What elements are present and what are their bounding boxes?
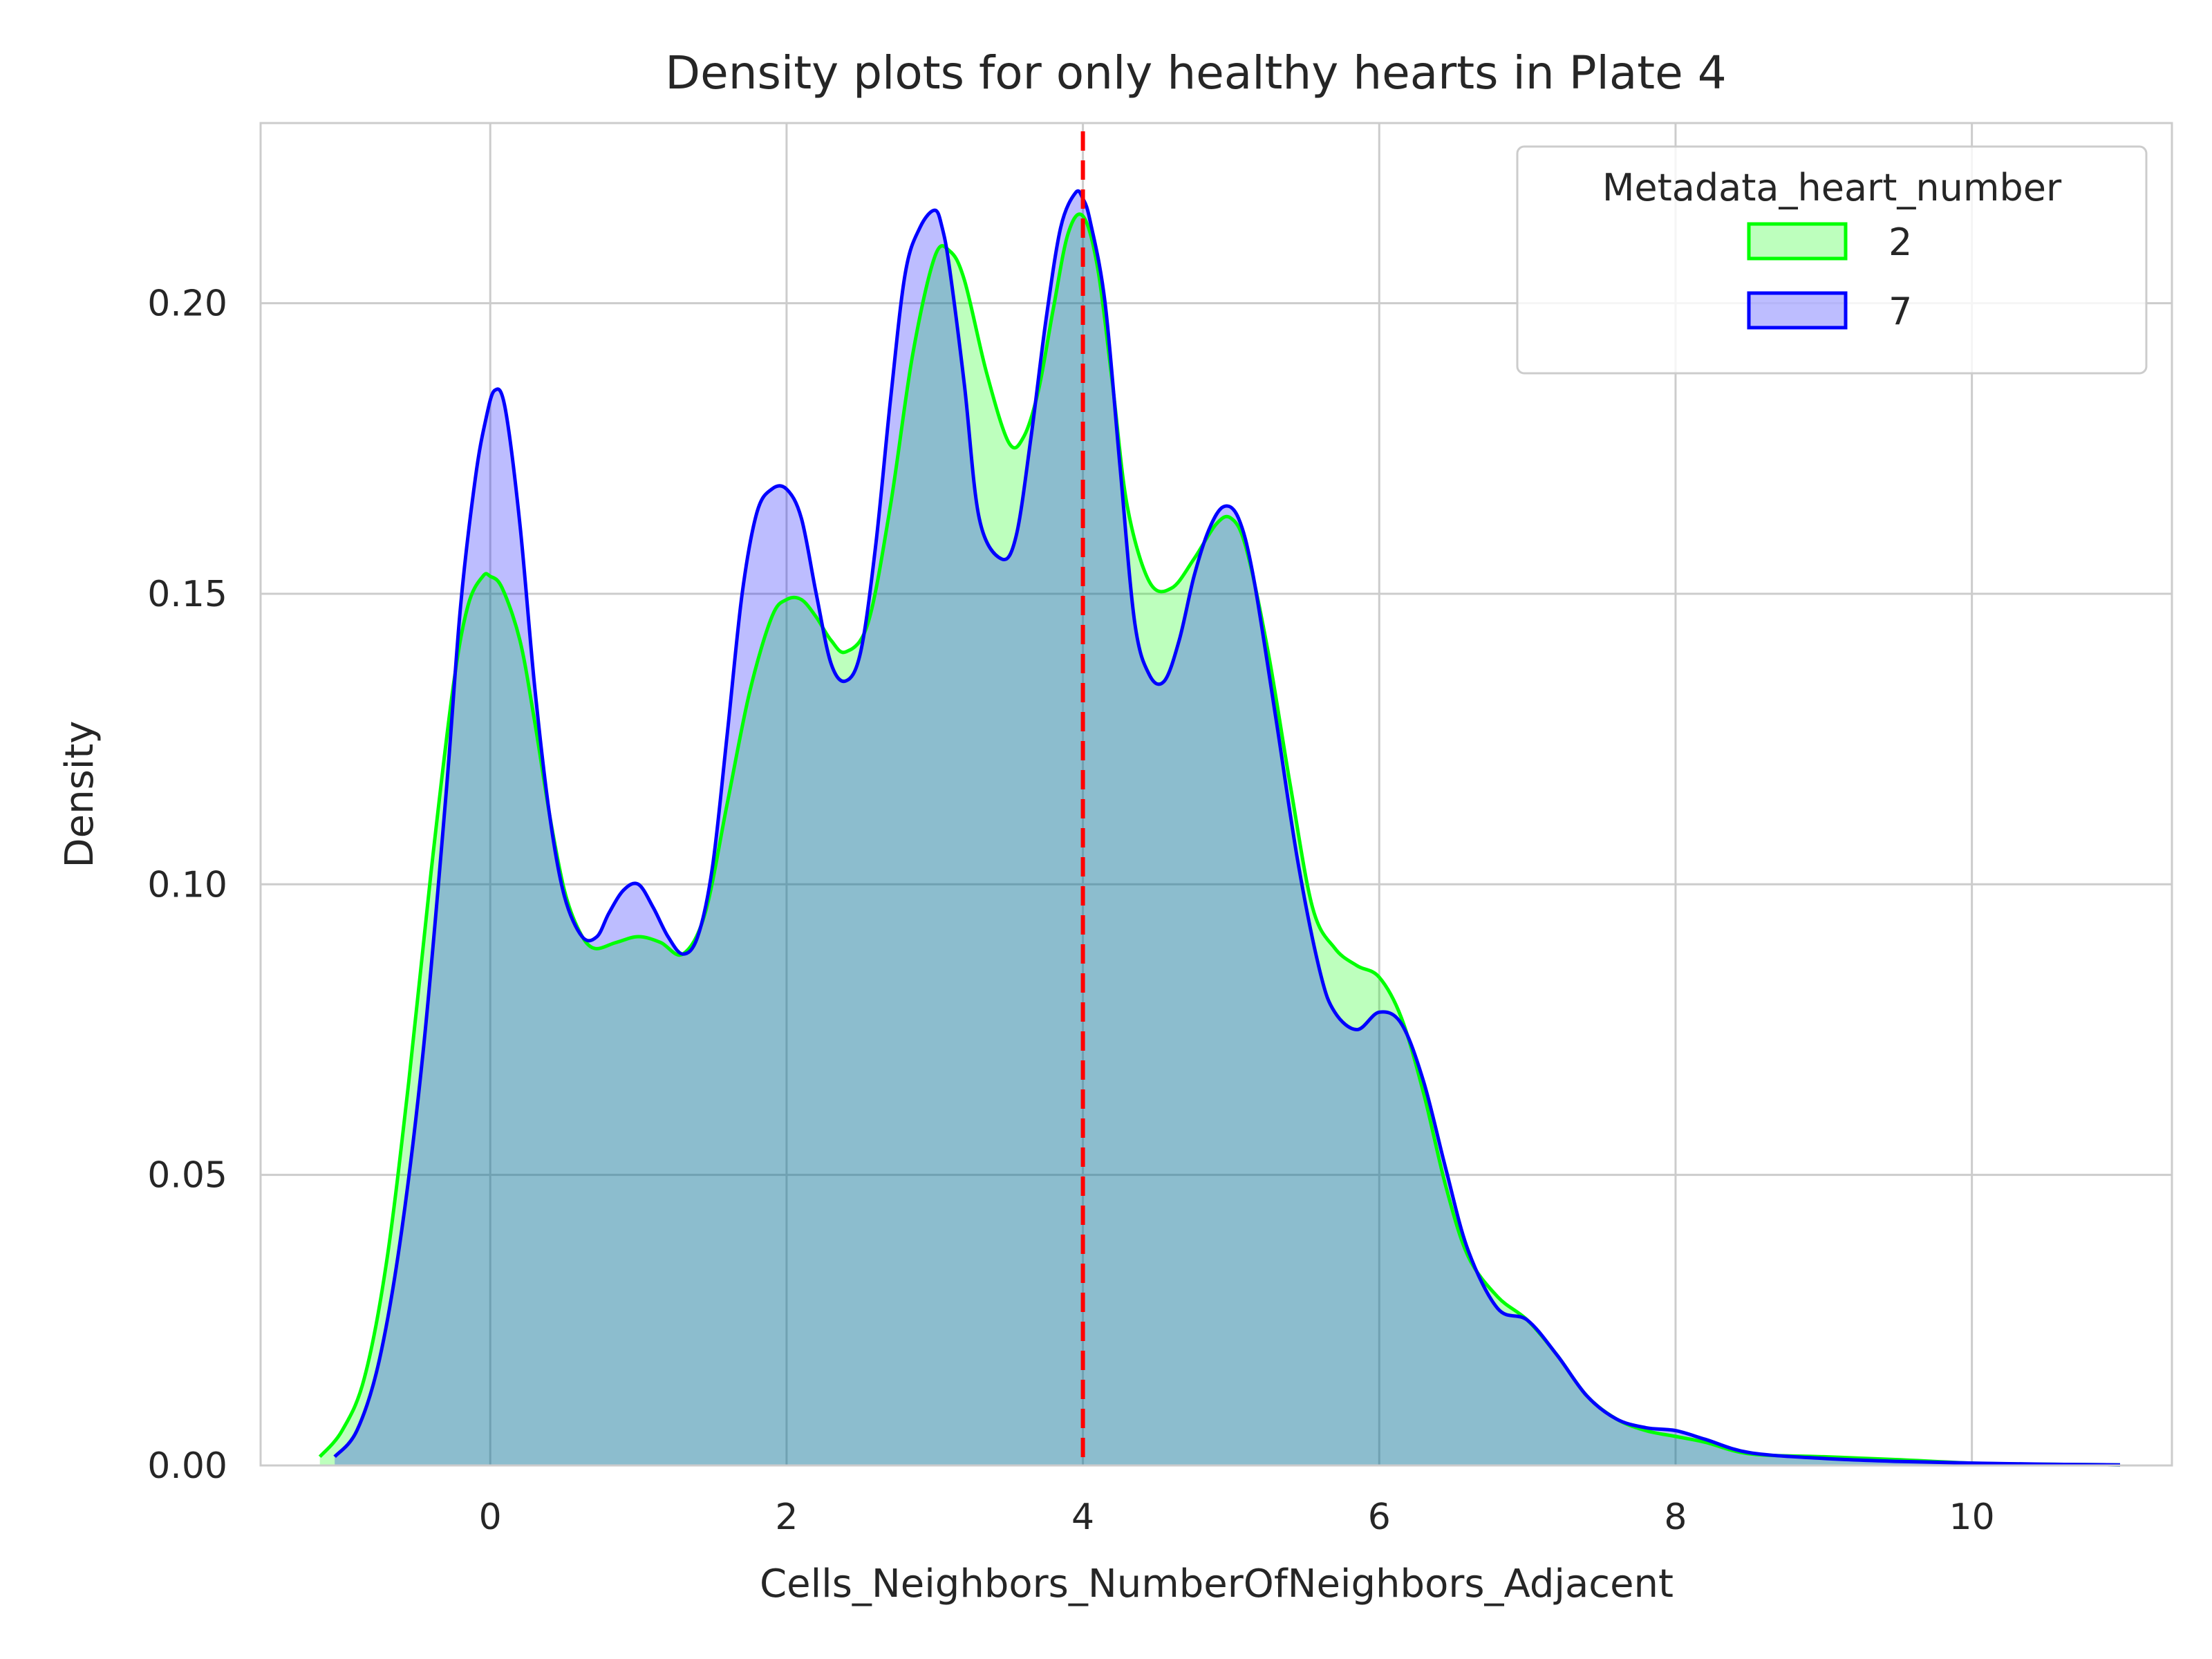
legend-label-2: 2	[1888, 221, 1912, 264]
chart-title: Density plots for only healthy hearts in…	[665, 46, 1726, 100]
y-tick-label-4: 0.20	[147, 283, 227, 325]
density-lines	[318, 189, 2121, 1467]
x-tick-label-5: 10	[1949, 1497, 1995, 1538]
x-tick-label-0: 0	[479, 1497, 502, 1538]
y-tick-label-2: 0.10	[147, 864, 227, 906]
x-axis-label: Cells_Neighbors_NumberOfNeighbors_Adjace…	[760, 1562, 1674, 1606]
x-axis-ticks: 0 2 4 6 8 10	[479, 1497, 1995, 1538]
legend-title: Metadata_heart_number	[1602, 166, 2062, 209]
y-tick-label-1: 0.05	[147, 1155, 227, 1197]
legend-label-7: 7	[1888, 290, 1912, 333]
legend: Metadata_heart_number 27	[1516, 145, 2148, 375]
density-areas	[319, 191, 2121, 1465]
y-tick-label-3: 0.15	[147, 574, 227, 615]
x-tick-label-1: 2	[775, 1497, 798, 1538]
y-tick-label-0: 0.00	[147, 1445, 227, 1487]
x-tick-label-4: 8	[1664, 1497, 1687, 1538]
density-area-series-7	[335, 191, 2121, 1465]
x-tick-label-3: 6	[1368, 1497, 1391, 1538]
density-line-series-2	[318, 212, 2121, 1467]
y-axis-label: Density	[57, 721, 102, 868]
density-line-series-7	[333, 189, 2121, 1467]
legend-items: 27	[1747, 221, 1912, 333]
x-tick-label-2: 4	[1071, 1497, 1094, 1538]
legend-swatch-7	[1747, 291, 1848, 330]
legend-swatch-2	[1747, 222, 1848, 261]
density-area-series-2	[319, 214, 2121, 1465]
plot-frame	[259, 122, 2173, 1467]
y-axis-ticks: 0.00 0.05 0.10 0.15 0.20	[147, 283, 227, 1487]
